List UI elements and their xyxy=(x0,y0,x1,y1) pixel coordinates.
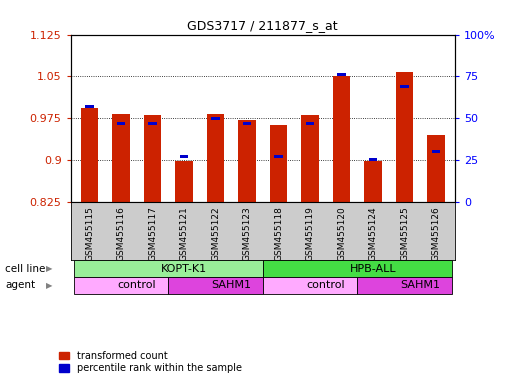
Text: GSM455115: GSM455115 xyxy=(85,207,94,262)
Bar xyxy=(112,114,130,202)
Text: GSM455123: GSM455123 xyxy=(243,207,252,261)
Text: agent: agent xyxy=(5,280,36,290)
Bar xyxy=(180,155,188,158)
FancyBboxPatch shape xyxy=(263,277,357,294)
Bar xyxy=(117,122,126,125)
Text: control: control xyxy=(306,280,345,290)
Bar xyxy=(243,122,252,125)
Text: GSM455120: GSM455120 xyxy=(337,207,346,261)
Bar xyxy=(175,161,192,202)
FancyBboxPatch shape xyxy=(74,260,263,277)
FancyBboxPatch shape xyxy=(168,277,263,294)
Bar xyxy=(306,122,314,125)
FancyBboxPatch shape xyxy=(74,277,168,294)
Text: GSM455122: GSM455122 xyxy=(211,207,220,261)
Text: GSM455119: GSM455119 xyxy=(305,207,314,262)
Bar xyxy=(148,122,157,125)
Bar xyxy=(85,105,94,108)
Bar xyxy=(301,115,319,202)
Text: control: control xyxy=(118,280,156,290)
Text: GSM455117: GSM455117 xyxy=(148,207,157,262)
Text: GSM455126: GSM455126 xyxy=(431,207,440,261)
Text: ▶: ▶ xyxy=(47,281,53,290)
Bar xyxy=(144,115,161,202)
Text: GSM455118: GSM455118 xyxy=(274,207,283,262)
Legend: transformed count, percentile rank within the sample: transformed count, percentile rank withi… xyxy=(57,349,244,375)
Bar xyxy=(432,150,440,153)
Bar xyxy=(270,126,287,202)
FancyBboxPatch shape xyxy=(263,260,452,277)
Bar xyxy=(369,159,378,162)
Title: GDS3717 / 211877_s_at: GDS3717 / 211877_s_at xyxy=(187,19,338,32)
Bar xyxy=(365,161,382,202)
Text: GSM455125: GSM455125 xyxy=(400,207,409,261)
Bar xyxy=(81,108,98,202)
Bar xyxy=(211,117,220,120)
Text: HPB-ALL: HPB-ALL xyxy=(350,264,396,274)
Bar xyxy=(274,155,283,158)
Bar xyxy=(400,85,409,88)
FancyBboxPatch shape xyxy=(357,277,452,294)
Text: KOPT-K1: KOPT-K1 xyxy=(161,264,207,274)
Text: SAHM1: SAHM1 xyxy=(211,280,251,290)
Text: GSM455124: GSM455124 xyxy=(369,207,378,261)
Bar xyxy=(207,114,224,202)
Bar xyxy=(337,73,346,76)
Text: GSM455116: GSM455116 xyxy=(117,207,126,262)
Text: GSM455121: GSM455121 xyxy=(179,207,188,261)
Bar xyxy=(396,72,413,202)
Text: ▶: ▶ xyxy=(47,264,53,273)
Bar xyxy=(333,76,350,202)
Bar xyxy=(427,136,445,202)
Bar xyxy=(238,120,256,202)
Text: SAHM1: SAHM1 xyxy=(400,280,440,290)
Text: cell line: cell line xyxy=(5,264,46,274)
